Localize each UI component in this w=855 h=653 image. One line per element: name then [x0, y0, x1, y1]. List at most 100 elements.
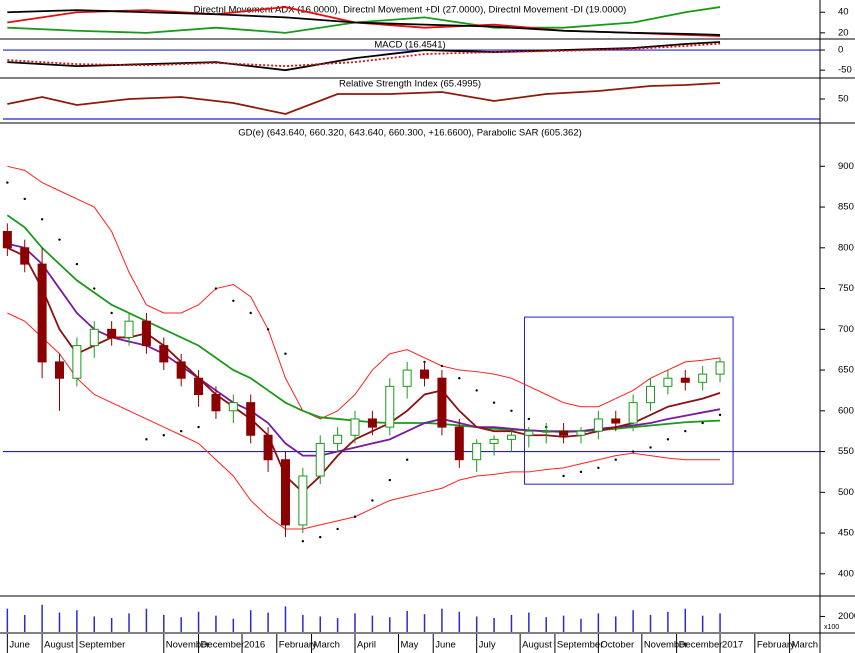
sar-dot: [614, 458, 617, 461]
x-tick-label: May: [400, 640, 418, 651]
sar-dot: [266, 328, 270, 331]
y-tick-label: 550: [838, 446, 854, 457]
sar-dot: [40, 218, 44, 221]
x-tick-label: February: [279, 640, 317, 651]
candle-body: [124, 320, 134, 338]
candle-body: [246, 402, 256, 436]
sar-dot: [58, 238, 61, 241]
candle-body: [107, 328, 117, 338]
candle-body: [611, 418, 621, 424]
candle-body: [280, 459, 290, 526]
sar-dot: [214, 287, 218, 290]
y-tick-label: -50: [838, 65, 852, 76]
candle-body: [489, 438, 499, 444]
candle-body: [367, 418, 377, 428]
candle-body: [141, 320, 151, 347]
sar-dot: [110, 311, 113, 315]
y-tick-label: 600: [838, 405, 854, 416]
sar-dot: [510, 409, 513, 413]
candle-body: [506, 434, 516, 440]
indicator-line: [7, 312, 721, 530]
sar-dot: [666, 438, 670, 441]
x-tick-label: September: [557, 640, 603, 651]
sar-dot: [684, 429, 687, 433]
panel-title: Directnl Movement ADX (16.0000), Directn…: [194, 5, 627, 16]
candle-body: [228, 402, 238, 412]
sar-dot: [336, 527, 339, 531]
candle-body: [350, 418, 360, 436]
candle-body: [698, 373, 708, 383]
sar-dot: [423, 360, 426, 364]
y-tick-label: 800: [838, 242, 854, 253]
x-tick-label: April: [357, 640, 376, 651]
candle-body: [333, 434, 343, 444]
candle-body: [472, 442, 482, 461]
sar-dot: [458, 377, 461, 380]
candle-body: [54, 361, 64, 379]
y-tick-label: 450: [838, 528, 854, 539]
y-tick-label: 50: [838, 94, 849, 105]
y-tick-label: 0: [838, 45, 843, 56]
candle-body: [420, 369, 430, 379]
candle-body: [559, 430, 569, 436]
sar-dot: [388, 478, 391, 482]
x-tick-label: 2016: [244, 640, 265, 651]
sar-dot: [405, 458, 409, 461]
panel-title: Relative Strength Index (65.4995): [339, 79, 481, 90]
indicator-line: [7, 9, 721, 36]
candle-body: [176, 361, 186, 379]
x-tick-label: August: [44, 640, 74, 651]
candle-body: [524, 430, 534, 436]
candle-body: [454, 426, 464, 461]
x-tick-label: March: [314, 640, 340, 651]
sar-dot: [718, 413, 722, 417]
sar-dot: [6, 181, 9, 184]
x-tick-label: July: [479, 640, 496, 651]
y-tick-label: 500: [838, 487, 854, 498]
candle-body: [628, 402, 638, 424]
sar-dot: [527, 417, 531, 421]
y-tick-label: 900: [838, 161, 854, 172]
x-tick-label: November: [166, 640, 210, 651]
unit-label: x100: [824, 624, 839, 631]
y-tick-label: 750: [838, 283, 854, 294]
sar-dot: [353, 515, 357, 518]
sar-dot: [579, 470, 583, 474]
x-tick-label: June: [435, 640, 456, 651]
y-tick-label: 20: [838, 27, 849, 38]
x-tick-label: August: [522, 640, 552, 651]
sar-dot: [284, 352, 287, 355]
indicator-line: [7, 82, 721, 115]
candle-body: [680, 377, 690, 383]
x-tick-label: 2017: [722, 640, 743, 651]
y-tick-label: 20000: [838, 611, 855, 622]
y-tick-label: 700: [838, 324, 854, 335]
candle-body: [298, 475, 308, 526]
candle-body: [541, 430, 551, 433]
highlight-box: [523, 316, 734, 485]
sar-dot: [249, 311, 252, 315]
sar-dot: [562, 474, 565, 478]
x-tick-label: December: [679, 640, 723, 651]
sar-dot: [75, 262, 79, 266]
panel-title: GD(e) (643.640, 660.320, 643.640, 660.30…: [238, 128, 582, 139]
sar-dot: [23, 197, 26, 201]
indicator-line: [7, 6, 721, 34]
x-tick-label: February: [757, 640, 795, 651]
candle-body: [385, 385, 395, 428]
candle-body: [211, 394, 221, 412]
candle-body: [20, 247, 30, 265]
y-tick-label: 850: [838, 202, 854, 213]
x-tick-label: March: [792, 640, 818, 651]
candle-body: [715, 361, 725, 375]
sar-dot: [440, 364, 444, 368]
sar-dot: [492, 401, 496, 404]
y-tick-label: 650: [838, 365, 854, 376]
panel-title: MACD (16.4541): [374, 40, 445, 51]
candle-body: [437, 377, 447, 428]
x-tick-label: December: [201, 640, 245, 651]
candle-body: [159, 345, 169, 363]
candle-body: [663, 377, 673, 387]
candle-body: [72, 345, 82, 379]
